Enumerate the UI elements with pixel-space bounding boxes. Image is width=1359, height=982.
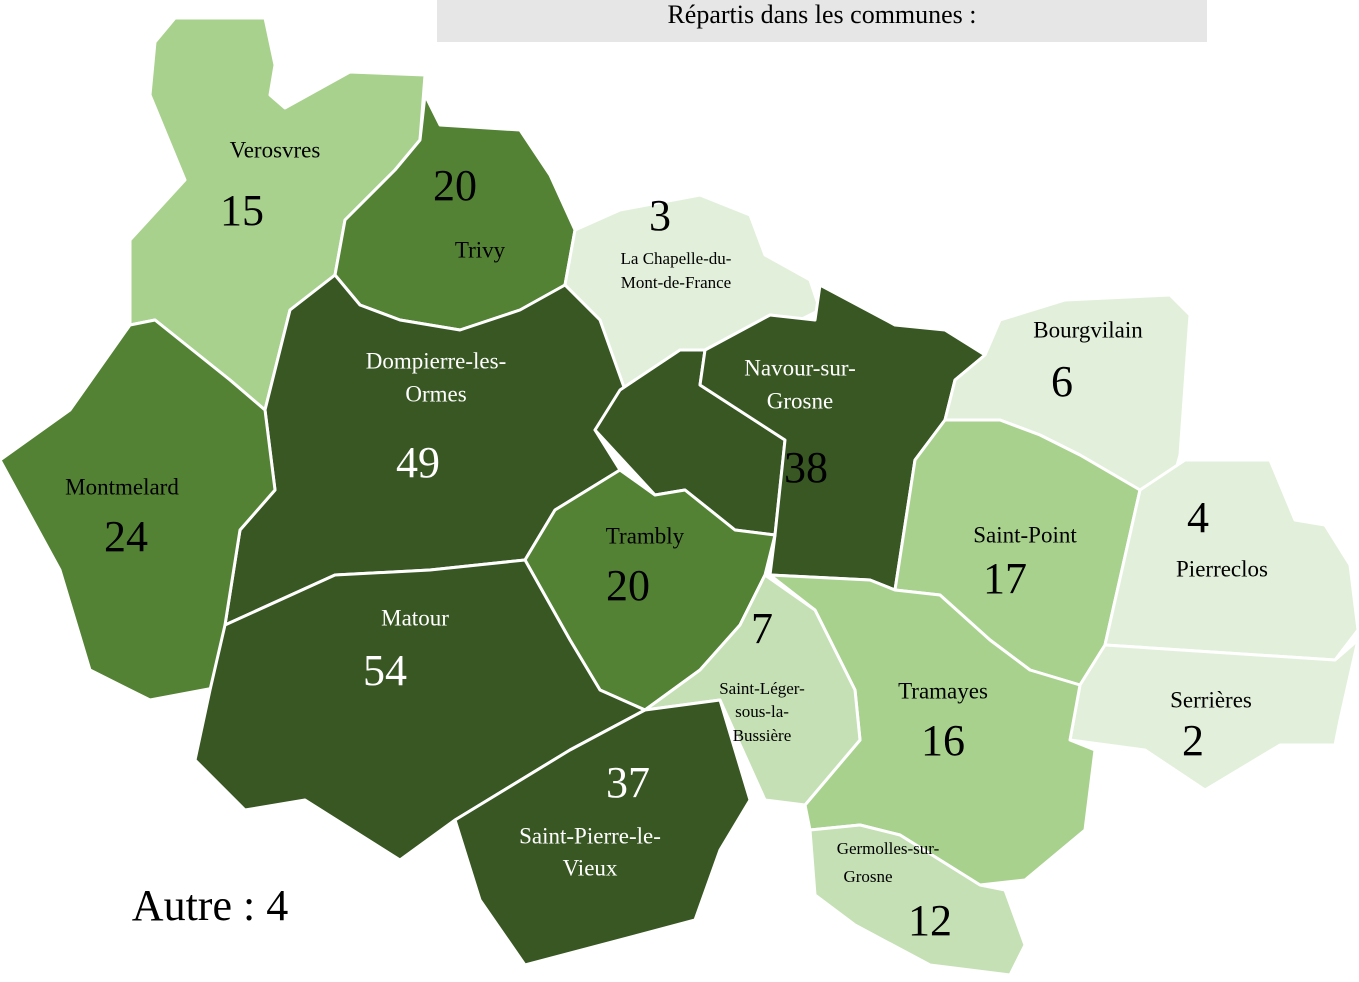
commune-name: Saint-Léger- [719, 679, 805, 698]
commune-name: Matour [381, 605, 449, 630]
commune-count: 38 [784, 443, 828, 492]
commune-count: 37 [606, 758, 650, 807]
commune-count: 20 [433, 161, 477, 210]
commune-count: 2 [1182, 716, 1204, 765]
commune-name: Pierreclos [1176, 556, 1268, 581]
commune-count: 17 [983, 554, 1027, 603]
commune-name: La Chapelle-du- [621, 249, 732, 268]
commune-name: Trambly [606, 523, 685, 548]
commune-name: Bussière [733, 726, 792, 745]
commune-count: 16 [921, 716, 965, 765]
commune-count: 12 [908, 896, 952, 945]
commune-name: Serrières [1170, 687, 1252, 712]
commune-name: Navour-sur- [744, 355, 856, 380]
other-label: Autre : [132, 881, 255, 930]
commune-name: Trivy [455, 237, 506, 262]
commune-count: 7 [751, 604, 773, 653]
labels: Verosvres 15 Trivy 20 La Chapelle-du- Mo… [65, 137, 1268, 945]
commune-name: Montmelard [65, 474, 179, 499]
commune-count: 24 [104, 512, 148, 561]
commune-area [643, 573, 862, 807]
commune-name: Verosvres [230, 137, 321, 162]
other-count: Autre : 4 [132, 881, 288, 930]
commune-name: Tramayes [898, 678, 988, 703]
commune-name: Ormes [405, 381, 466, 406]
commune-name: sous-la- [735, 702, 789, 721]
commune-area [1068, 638, 1359, 792]
commune-count: 15 [220, 186, 264, 235]
commune-count: 54 [363, 646, 407, 695]
commune-name: Bourgvilain [1033, 317, 1143, 342]
commune-count: 3 [649, 191, 671, 240]
commune-name: Saint-Point [973, 522, 1077, 547]
commune-count: 6 [1051, 357, 1073, 406]
commune-name: Grosne [767, 388, 833, 413]
commune-count: 4 [1187, 493, 1209, 542]
commune-name: Germolles-sur- [837, 839, 940, 858]
commune-area [808, 823, 1027, 977]
commune-name: Grosne [843, 867, 892, 886]
other-value: 4 [266, 881, 288, 930]
commune-name: Dompierre-les- [366, 348, 507, 373]
commune-name: Vieux [563, 855, 618, 880]
commune-count: 20 [606, 561, 650, 610]
header-box [437, 0, 1207, 42]
communes [0, 16, 1359, 977]
commune-count: 49 [396, 438, 440, 487]
header-title: Répartis dans les communes : [667, 0, 976, 29]
commune-name: Saint-Pierre-le- [519, 823, 661, 848]
commune-area [453, 698, 752, 967]
commune-name: Mont-de-France [621, 273, 731, 292]
